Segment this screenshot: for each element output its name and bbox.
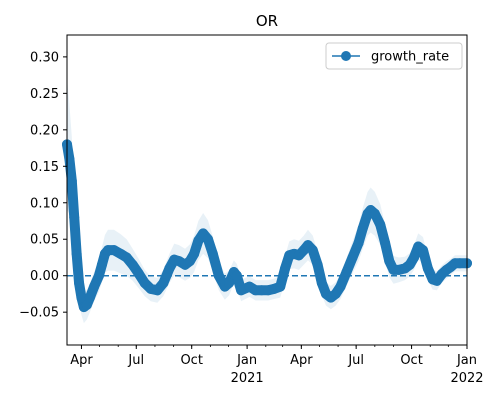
band-area	[67, 78, 467, 324]
y-tick-label: 0.25	[30, 87, 59, 102]
data-point	[454, 258, 465, 269]
data-point	[418, 245, 429, 256]
data-point	[64, 154, 75, 164]
legend-label: growth_rate	[371, 50, 449, 65]
data-point	[380, 237, 391, 248]
data-point	[330, 288, 341, 299]
data-point	[71, 248, 82, 259]
x-tick-year-label: 2021	[231, 371, 264, 386]
plot-frame	[66, 34, 468, 346]
x-tick-label: Jan	[236, 353, 257, 368]
data-point	[316, 278, 327, 288]
data-point	[357, 223, 368, 234]
data-point	[335, 281, 346, 292]
data-point	[152, 285, 163, 296]
data-point	[375, 219, 386, 230]
y-tick-label: 0.15	[30, 160, 59, 175]
y-tick-label: 0.10	[30, 196, 59, 211]
data-point	[158, 278, 169, 288]
y-tick-label: 0.20	[30, 123, 59, 138]
y-tick-label: 0.05	[30, 233, 59, 248]
data-point	[84, 292, 95, 303]
data-point	[164, 263, 175, 274]
data-point	[231, 270, 242, 281]
x-tick-label: Oct	[180, 353, 202, 368]
data-point	[66, 175, 77, 186]
data-point	[404, 259, 415, 270]
data-point	[312, 259, 323, 270]
data-point	[275, 281, 286, 292]
data-point	[121, 252, 132, 263]
x-tick-label: Jan	[456, 353, 477, 368]
data-point	[89, 281, 100, 292]
confidence-band	[67, 78, 467, 324]
data-point	[224, 278, 235, 288]
data-point	[184, 256, 195, 267]
data-point	[127, 259, 138, 270]
axes: −0.05 0.00 0.05 0.10 0.15 0.20 0.25 0.30 Apr Jul O…	[19, 34, 484, 386]
data-point	[422, 263, 433, 274]
series-growth-rate	[62, 139, 472, 313]
x-tick-label: Jul	[347, 353, 364, 368]
chart-title: OR	[256, 12, 278, 30]
data-point	[353, 237, 364, 248]
data-point	[408, 252, 419, 263]
y-tick-label: −0.05	[19, 306, 59, 321]
data-point	[76, 292, 87, 303]
x-tick-label: Apr	[70, 353, 93, 368]
data-point	[384, 256, 395, 267]
data-point	[207, 248, 218, 259]
data-point	[202, 234, 213, 245]
data-point	[193, 235, 204, 246]
x-tick-year-label: 2022	[450, 371, 483, 386]
data-point	[280, 263, 291, 274]
x-tick-label: Jul	[127, 353, 144, 368]
data-point	[369, 208, 380, 219]
x-tick-label: Apr	[290, 353, 313, 368]
y-tick-label: 0.00	[30, 269, 59, 284]
x-tick-label: Oct	[400, 353, 422, 368]
data-point	[189, 248, 200, 259]
data-point	[133, 268, 144, 279]
legend-box	[325, 42, 463, 70]
data-point	[347, 252, 358, 263]
data-point	[69, 212, 80, 223]
data-point	[93, 270, 104, 281]
data-point	[96, 259, 107, 270]
data-point	[307, 245, 318, 256]
legend: growth_rate	[325, 42, 463, 70]
data-point	[74, 278, 85, 288]
legend-marker	[341, 51, 351, 61]
y-tick-label: 0.30	[30, 50, 59, 65]
data-point	[341, 267, 352, 278]
data-point	[213, 270, 224, 281]
data-point	[236, 285, 247, 296]
